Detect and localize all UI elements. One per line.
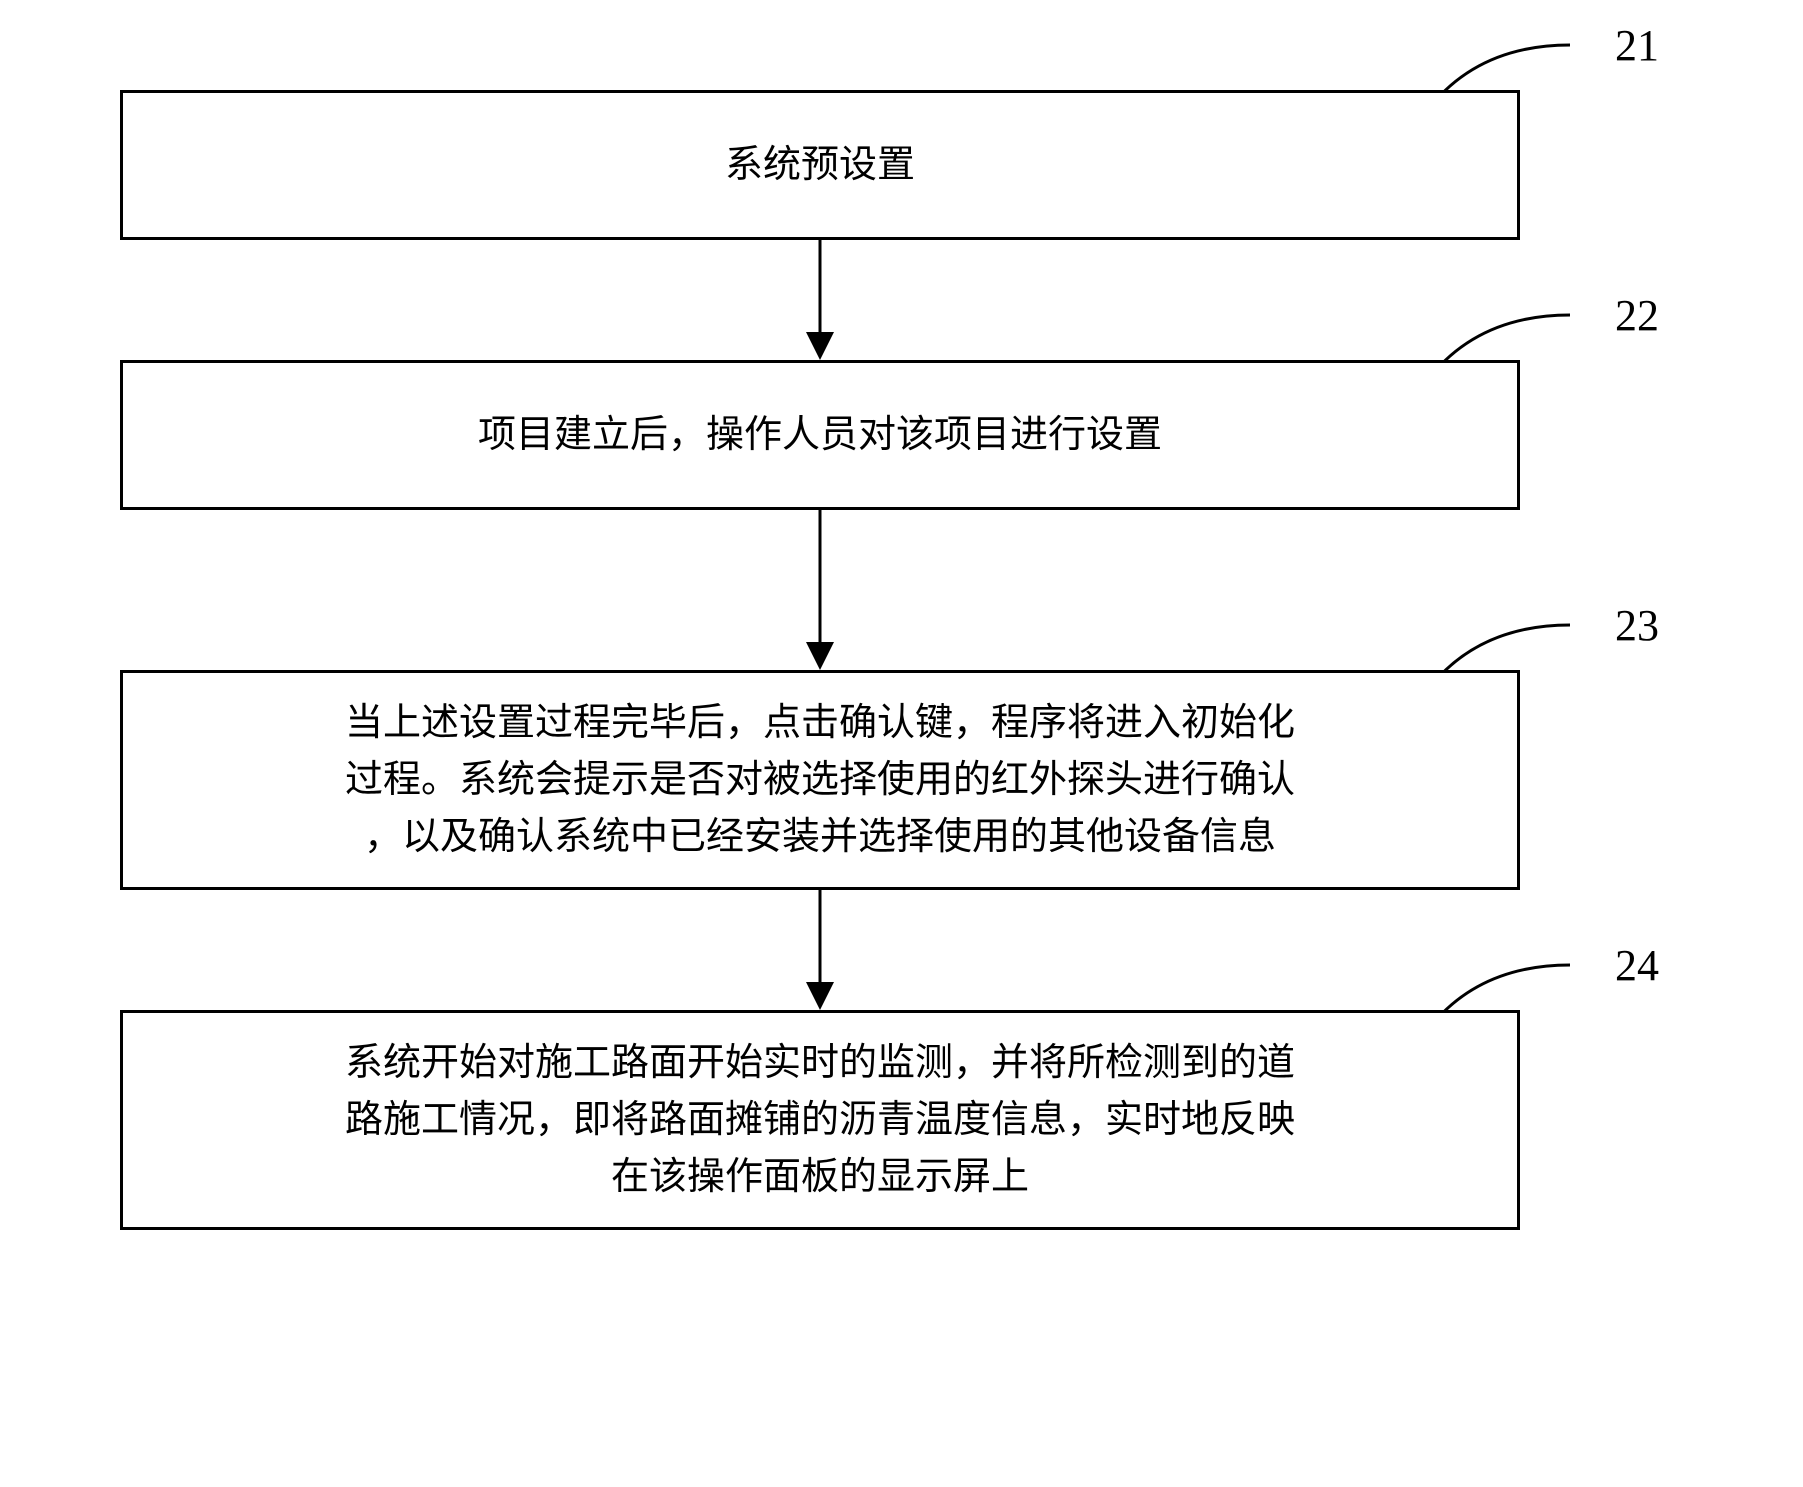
label-23: 23 [1615, 600, 1659, 651]
flowchart-container: 21 系统预设置 22 项目建立后，操作人员对该项目进行设置 23 当上述设置过… [120, 90, 1680, 1230]
node-text-line: 在该操作面板的显示屏上 [611, 1149, 1029, 1206]
label-24: 24 [1615, 940, 1659, 991]
arrow-21-22 [120, 240, 1520, 360]
node-text: 项目建立后，操作人员对该项目进行设置 [478, 407, 1162, 464]
node-text-line: 路施工情况，即将路面摊铺的沥青温度信息，实时地反映 [345, 1092, 1295, 1149]
arrow-head [806, 332, 834, 360]
arrow-23-24 [120, 890, 1520, 1010]
arrow-22-23 [120, 510, 1520, 670]
arrow-head [806, 982, 834, 1010]
arrow-head [806, 642, 834, 670]
arrow-line [819, 510, 822, 645]
arrow-line [819, 240, 822, 335]
node-text-line: ，以及确认系统中已经安装并选择使用的其他设备信息 [364, 809, 1276, 866]
flow-node-23: 当上述设置过程完毕后，点击确认键，程序将进入初始化 过程。系统会提示是否对被选择… [120, 670, 1520, 890]
flow-node-24: 系统开始对施工路面开始实时的监测，并将所检测到的道 路施工情况，即将路面摊铺的沥… [120, 1010, 1520, 1230]
flow-node-22: 项目建立后，操作人员对该项目进行设置 [120, 360, 1520, 510]
label-22: 22 [1615, 290, 1659, 341]
node-text-line: 系统开始对施工路面开始实时的监测，并将所检测到的道 [345, 1035, 1295, 1092]
node-text-line: 当上述设置过程完毕后，点击确认键，程序将进入初始化 [345, 695, 1295, 752]
flow-node-21: 系统预设置 [120, 90, 1520, 240]
node-text: 系统预设置 [725, 137, 915, 194]
node-text-line: 过程。系统会提示是否对被选择使用的红外探头进行确认 [345, 752, 1295, 809]
arrow-line [819, 890, 822, 985]
label-21: 21 [1615, 20, 1659, 71]
